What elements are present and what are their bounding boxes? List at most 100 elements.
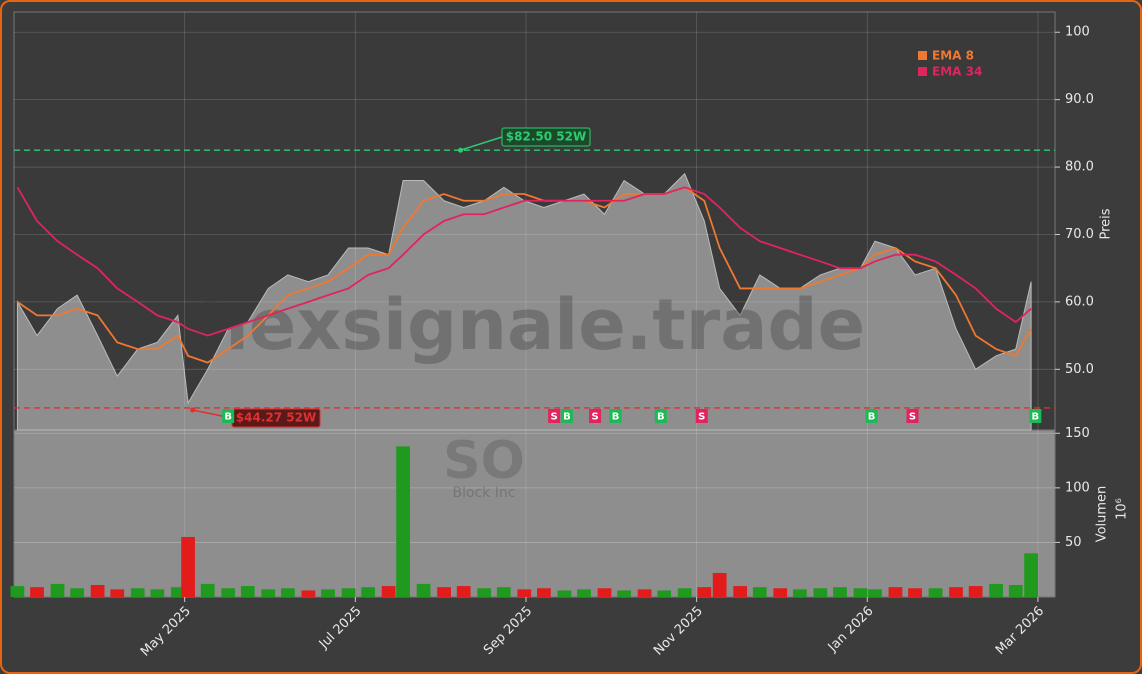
volume-bar xyxy=(181,536,195,597)
volume-bar xyxy=(793,589,807,597)
signal-marker xyxy=(222,409,235,423)
volume-bar xyxy=(200,583,215,597)
volume-bar xyxy=(477,588,492,597)
legend-swatch xyxy=(918,67,927,76)
signal-label: B xyxy=(1032,412,1040,423)
volume-bar xyxy=(281,588,295,597)
volume-bar xyxy=(301,590,316,597)
signal-marker xyxy=(695,409,708,423)
level-arrow-head xyxy=(458,147,464,153)
volume-bar xyxy=(577,589,591,597)
level-label: $44.27 52W xyxy=(231,408,321,428)
y2-tick-label: 100 xyxy=(1065,480,1090,495)
signal-label: S xyxy=(909,412,916,423)
volume-bar xyxy=(537,588,551,597)
volume-bar xyxy=(928,588,943,597)
volume-bar xyxy=(1008,584,1023,597)
level-label-text: $82.50 52W xyxy=(506,130,586,144)
signal-marker xyxy=(609,409,622,423)
y-tick-label: 50.0 xyxy=(1065,362,1094,377)
level-arrow xyxy=(460,136,503,151)
volume-bar xyxy=(456,586,471,597)
level-label: $82.50 52W xyxy=(501,127,591,147)
volume-bar xyxy=(813,588,828,597)
signal-label: B xyxy=(224,412,232,423)
volume-bar xyxy=(170,587,185,597)
signal-marker xyxy=(1029,409,1042,423)
volume-bar xyxy=(949,587,963,597)
x-tick-label: Jan 2026 xyxy=(825,604,877,656)
volume-bar xyxy=(30,587,44,597)
volume-scale: 10⁶ xyxy=(1115,498,1130,520)
volume-bar xyxy=(677,588,692,597)
volume-bar xyxy=(240,586,255,597)
volume-bar xyxy=(868,589,882,597)
volume-bar xyxy=(888,587,903,597)
volume-bar xyxy=(833,587,847,597)
volume-bar xyxy=(221,588,236,597)
volume-bar xyxy=(110,589,125,597)
signal-marker xyxy=(654,409,667,423)
y-tick-label: 80.0 xyxy=(1065,160,1094,175)
signal-marker xyxy=(548,409,561,423)
volume-bar xyxy=(853,588,868,597)
ema-line xyxy=(16,186,1032,337)
signal-label: B xyxy=(657,412,665,423)
volume-bar xyxy=(321,589,335,597)
signal-label: S xyxy=(698,412,705,423)
volume-bar xyxy=(557,590,572,597)
y2-axis-label: Volumen xyxy=(1095,486,1110,543)
signal-label: S xyxy=(591,412,598,423)
volume-bar xyxy=(773,588,788,597)
volume-bar xyxy=(437,587,451,597)
volume-bar xyxy=(261,589,276,597)
watermark: hexsignale.trade xyxy=(199,284,865,366)
legend-label: EMA 34 xyxy=(932,65,982,79)
y2-tick-label: 150 xyxy=(1065,426,1090,441)
x-tick-label: Jul 2025 xyxy=(316,604,365,653)
volume-bar xyxy=(617,590,631,597)
level-arrow-head xyxy=(190,407,196,413)
volume-bar xyxy=(697,587,712,597)
signal-label: B xyxy=(563,412,571,423)
signal-marker xyxy=(865,409,878,423)
signal-label: B xyxy=(868,412,876,423)
signal-label: B xyxy=(612,412,620,423)
level-label-box xyxy=(501,127,591,147)
volume-bar xyxy=(1024,553,1038,597)
y-tick-label: 100 xyxy=(1065,25,1090,40)
volume-bar xyxy=(908,588,922,597)
y-axis-label: Preis xyxy=(1099,208,1114,239)
x-tick-label: May 2025 xyxy=(138,604,194,660)
volume-bar xyxy=(496,587,511,597)
y-tick-label: 70.0 xyxy=(1065,227,1094,242)
x-tick-label: Mar 2026 xyxy=(993,604,1047,658)
volume-bar xyxy=(150,589,165,597)
volume-bar xyxy=(90,584,105,597)
ema-line xyxy=(16,186,1032,364)
volume-bar xyxy=(597,588,612,597)
volume-bar xyxy=(657,590,672,597)
volume-bar xyxy=(712,572,727,597)
volume-bar xyxy=(733,586,748,597)
price-area xyxy=(16,172,1032,431)
volume-bar xyxy=(361,587,375,597)
y-tick-label: 90.0 xyxy=(1065,92,1094,107)
volume-bar xyxy=(989,583,1003,597)
y-tick-label: 60.0 xyxy=(1065,294,1094,309)
volume-bar xyxy=(130,588,145,597)
signal-marker xyxy=(560,409,573,423)
ticker-watermark: SO xyxy=(443,431,525,491)
x-tick-label: Sep 2025 xyxy=(481,604,535,658)
x-tick-label: Nov 2025 xyxy=(651,604,706,659)
signal-marker xyxy=(906,409,919,423)
volume-panel xyxy=(13,429,1056,598)
signal-label: S xyxy=(551,412,558,423)
volume-bar xyxy=(381,586,396,597)
legend-label: EMA 8 xyxy=(932,49,974,63)
legend-swatch xyxy=(918,51,927,60)
volume-bar xyxy=(416,583,431,597)
volume-bar xyxy=(968,586,983,597)
volume-bar xyxy=(752,587,767,597)
